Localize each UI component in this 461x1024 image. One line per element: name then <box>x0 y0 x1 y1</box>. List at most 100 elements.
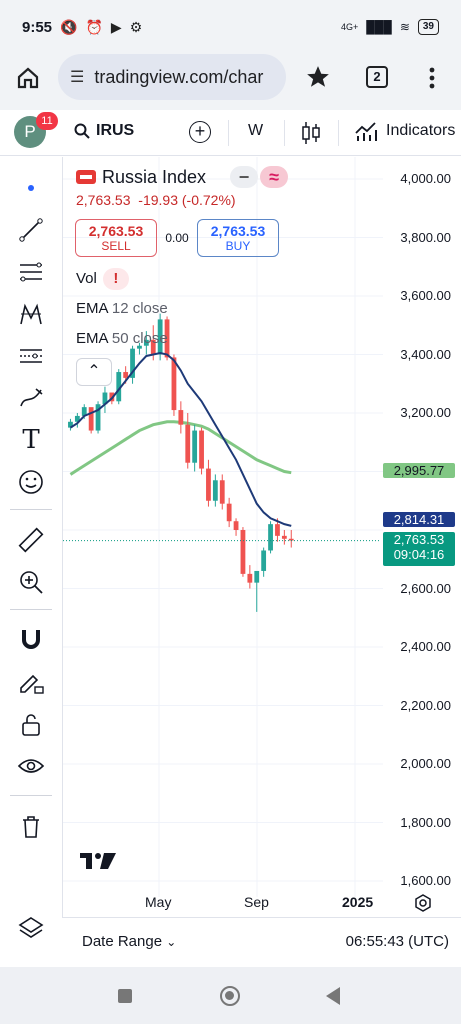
back-icon[interactable] <box>326 987 340 1005</box>
bookmark-star-icon[interactable] <box>305 64 331 90</box>
tradingview-logo <box>80 853 116 869</box>
candle-body <box>219 480 225 504</box>
price-axis-label: 3,600.00 <box>400 288 451 303</box>
price-axis-label: 1,800.00 <box>400 814 451 830</box>
candle-body <box>247 573 253 583</box>
price-axis-label: 3,400.00 <box>400 346 451 362</box>
price-axis-label: 2,200.00 <box>400 697 451 713</box>
hide-drawings-tool[interactable] <box>12 747 50 785</box>
system-nav-bar <box>0 967 461 1024</box>
symbol-search-button[interactable]: IRUS <box>74 122 134 140</box>
forecast-tool[interactable] <box>12 337 50 375</box>
alarm-icon: ⏰ <box>85 18 103 35</box>
price-axis-label: 3,800.00 <box>400 229 451 245</box>
pencil-lock-icon <box>20 674 44 694</box>
symbol-name: IRUS <box>96 122 135 139</box>
compare-add-button[interactable]: + <box>189 121 211 143</box>
browser-toolbar: ☰ tradingview.com/char 2 <box>0 54 461 110</box>
candle-body <box>157 319 163 355</box>
trend-line-tool[interactable] <box>12 211 50 249</box>
candle-body <box>150 339 156 355</box>
candle-body <box>68 421 73 428</box>
ema12-indicator[interactable]: EMA 12 close <box>76 300 168 317</box>
date-range-label: Date Range <box>82 933 163 950</box>
candle-body <box>233 521 239 530</box>
text-icon: T <box>22 425 40 455</box>
chevron-up-icon: ⌃ <box>87 363 101 380</box>
chart-pane[interactable] <box>62 157 461 917</box>
candle-body <box>137 345 142 349</box>
vol-indicator[interactable]: Vol! <box>76 268 129 290</box>
fib-tool[interactable] <box>12 253 50 291</box>
ema50-indicator[interactable]: EMA 50 close <box>76 330 168 347</box>
measure-tool[interactable] <box>12 521 50 559</box>
warning-icon[interactable]: ! <box>102 268 129 290</box>
battery-icon: 39 <box>417 19 439 35</box>
candle-body <box>212 480 218 501</box>
time-label-may: May <box>145 894 172 910</box>
collapse-indicators-button[interactable]: ⌃ <box>76 358 112 386</box>
candle-body <box>254 570 260 583</box>
url-bar[interactable]: ☰ tradingview.com/char <box>58 54 286 100</box>
price-axis-label: 2,600.00 <box>400 580 451 596</box>
overflow-menu-icon[interactable] <box>424 66 440 90</box>
cursor-tool[interactable] <box>12 169 50 207</box>
recents-icon[interactable] <box>118 989 132 1003</box>
trend-line-icon <box>19 218 43 242</box>
buy-button[interactable]: 2,763.53 BUY <box>197 219 279 257</box>
time-label-year: 2025 <box>342 894 374 910</box>
lock-drawings-tool[interactable] <box>12 663 50 701</box>
candle-body <box>192 430 198 463</box>
tab-switcher-button[interactable]: 2 <box>366 66 388 88</box>
collapse-legend-button[interactable]: − <box>230 166 259 188</box>
bar-countdown: 09:04:16 <box>393 547 445 562</box>
candle-body <box>226 503 232 522</box>
emoji-tool[interactable] <box>12 463 50 501</box>
trade-buttons: 2,763.53 SELL 0.00 2,763.53 BUY <box>75 219 279 257</box>
brush-tool[interactable] <box>12 379 50 417</box>
home-icon[interactable] <box>16 66 40 90</box>
candle-body <box>95 404 101 431</box>
candle-body <box>143 339 149 346</box>
ema50-params: 50 close <box>111 330 168 347</box>
ruler-icon <box>18 527 44 553</box>
timezone-clock[interactable]: 06:55:43 (UTC) <box>345 933 449 950</box>
last-price-tag-value: 2,763.53 <box>393 532 445 547</box>
wifi-icon: ≋ <box>399 20 410 34</box>
site-settings-icon[interactable]: ☰ <box>70 69 85 86</box>
indicators-button[interactable]: Indicators <box>354 120 455 142</box>
sell-label: SELL <box>101 239 131 253</box>
status-time: 9:55 <box>22 18 53 36</box>
home-nav-icon[interactable] <box>220 986 240 1006</box>
wave-icon[interactable]: ≈ <box>260 166 289 188</box>
chart-bottom-bar: Date Range ⌄ 06:55:43 (UTC) <box>62 917 461 967</box>
instrument-title[interactable]: Russia Index <box>102 166 207 187</box>
price-change: -19.93 (-0.72%) <box>138 192 236 208</box>
dot-cursor-icon <box>28 185 34 191</box>
settings-icon: ⚙ <box>129 18 143 35</box>
candle-body <box>206 468 211 501</box>
candle-type-icon[interactable] <box>300 120 322 146</box>
last-price: 2,763.53 <box>76 192 131 208</box>
price-chart[interactable] <box>63 157 461 917</box>
fib-retracement-icon <box>20 262 42 282</box>
interval-button[interactable]: W <box>248 122 264 139</box>
network-label: 4G+ <box>341 22 359 32</box>
signal-icon: ███ <box>366 20 392 34</box>
zoom-tool[interactable] <box>12 563 50 601</box>
magnet-icon <box>22 630 40 649</box>
url-text: tradingview.com/char <box>94 66 264 87</box>
object-tree-tool[interactable] <box>12 909 50 947</box>
text-tool[interactable]: T <box>12 421 50 459</box>
remove-drawings-tool[interactable] <box>12 807 50 845</box>
pattern-tool[interactable] <box>12 295 50 333</box>
last-price-tag: 2,763.53 09:04:16 <box>383 532 455 566</box>
indicators-icon <box>355 122 377 141</box>
magnet-tool[interactable] <box>12 621 50 659</box>
unlock-tool[interactable] <box>12 705 50 743</box>
chart-settings-icon[interactable] <box>413 893 433 913</box>
ema50-price-tag: 2,995.77 <box>383 463 455 478</box>
sell-button[interactable]: 2,763.53 SELL <box>75 219 157 257</box>
date-range-button[interactable]: Date Range ⌄ <box>82 933 176 950</box>
candle-body <box>275 524 280 536</box>
